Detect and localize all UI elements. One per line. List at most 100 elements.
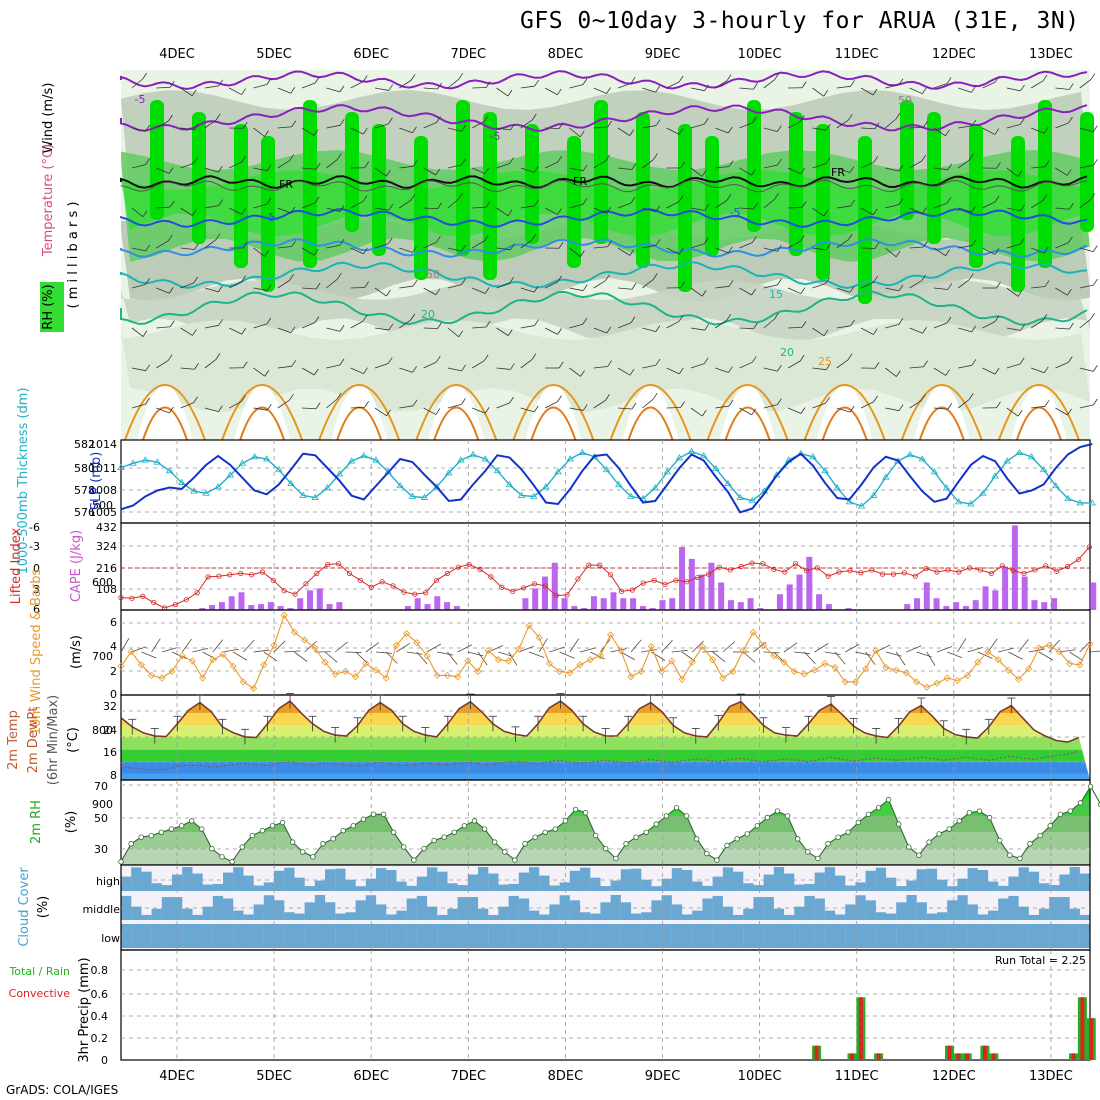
wind-barb xyxy=(180,327,193,336)
date-label: 5DEC xyxy=(256,47,292,62)
lifted-ytick: 0 xyxy=(33,562,40,575)
wind-barb-flag xyxy=(971,359,977,366)
wind-barb xyxy=(423,407,437,415)
wind-barb-flag xyxy=(680,161,685,169)
rh-point xyxy=(825,841,831,847)
wind-barb-flag xyxy=(606,207,612,214)
rh-point xyxy=(885,796,892,803)
wind-barb-flag xyxy=(947,163,953,170)
cloud-bar xyxy=(539,875,550,891)
wind-barb-10m xyxy=(426,643,442,653)
wind-barb xyxy=(836,85,851,89)
wind-barb-flag xyxy=(388,323,394,331)
wind-barb-flag xyxy=(777,398,782,405)
cloud-bar xyxy=(549,885,560,891)
thickness-point xyxy=(530,492,538,499)
wind-barb xyxy=(301,247,315,256)
wind-barb xyxy=(301,367,315,376)
wind-speed-point xyxy=(199,674,207,682)
cloud-bar xyxy=(396,910,407,920)
wind-barb-flag xyxy=(557,395,562,402)
thickness-point xyxy=(469,450,477,458)
thickness-point xyxy=(602,465,611,473)
rh-point xyxy=(805,849,811,855)
wind-barb xyxy=(885,167,900,172)
rh-point xyxy=(1077,800,1084,806)
lifted-index-point xyxy=(238,570,244,577)
wind-barb-flag xyxy=(362,127,368,135)
cloud-bar xyxy=(937,924,948,948)
cloud-bar xyxy=(529,910,540,920)
cloud-bar xyxy=(518,872,530,891)
wind-barb-flag xyxy=(557,275,563,283)
wind-barb-flag xyxy=(509,276,514,284)
wind-barb-flag xyxy=(631,402,637,410)
cloud-bar xyxy=(743,908,754,920)
cape-bar xyxy=(776,594,783,610)
wind-barb-flag xyxy=(313,129,319,136)
cloud-bar xyxy=(294,913,305,920)
cloud-bar xyxy=(161,897,173,920)
rh-spike xyxy=(636,112,650,268)
wind-barb-10m xyxy=(232,651,248,661)
rh-spike xyxy=(1080,112,1094,232)
rh-point xyxy=(209,845,215,852)
cape-ytick: 108 xyxy=(96,583,117,596)
rh-point xyxy=(1047,823,1053,829)
wind-barb xyxy=(909,160,922,169)
wind-barb-10m xyxy=(284,650,301,653)
wind-barb-flag xyxy=(266,197,272,205)
cloud-bar xyxy=(304,902,315,920)
wind-barb-flag xyxy=(1043,366,1049,374)
lifted-index-point xyxy=(564,592,570,598)
wind-barb-10m xyxy=(824,651,841,655)
wind-speed-point xyxy=(352,673,360,681)
wind-barb xyxy=(739,287,752,296)
cape-bar xyxy=(923,582,930,610)
rh-point xyxy=(562,818,569,824)
cape-bar xyxy=(1041,602,1048,610)
lifted-index-point xyxy=(640,580,646,586)
wind-barb-flag xyxy=(290,206,296,214)
temp-contour-25 xyxy=(124,384,206,441)
wind-barb-10m xyxy=(253,649,270,653)
date-label: 13DEC xyxy=(1028,47,1073,62)
slp-line xyxy=(120,443,1093,514)
wind-barb xyxy=(690,243,705,249)
thickness-point xyxy=(250,453,259,460)
wind-barb-flag xyxy=(898,78,904,86)
temp-contour-20 xyxy=(120,290,1088,326)
wind-barb xyxy=(326,159,338,169)
wind-speed-point xyxy=(913,678,921,686)
wind-barb-flag xyxy=(1093,159,1098,166)
wind-ytick: 4 xyxy=(110,640,117,653)
wind-speed-point xyxy=(882,663,890,672)
profile-label-temp: Temperature (°C) xyxy=(41,144,56,257)
wind-speed-point xyxy=(709,656,717,664)
wind-speed-point xyxy=(1086,640,1094,648)
wind-barb-flag xyxy=(631,163,637,170)
wind-speed-point xyxy=(688,658,696,666)
wind-barb xyxy=(958,207,972,213)
wind-barb-flag xyxy=(533,285,539,293)
wind-speed-point xyxy=(556,667,564,676)
wind-speed-point xyxy=(851,678,859,686)
rh-spike xyxy=(567,136,581,268)
wind-barb xyxy=(909,327,923,334)
cape-bar xyxy=(571,606,578,610)
cape-bar xyxy=(933,598,940,610)
wind-barb-flag xyxy=(605,394,610,401)
wind-barb-flag xyxy=(458,192,463,200)
cloud-bar xyxy=(304,886,315,891)
cape-bar xyxy=(953,602,960,610)
thickness-point xyxy=(833,484,841,491)
wind-barb-flag xyxy=(849,166,855,173)
cloud-bar xyxy=(386,914,397,920)
wind-barb-flag xyxy=(194,243,199,250)
cloud-bar xyxy=(610,895,621,920)
rh-point xyxy=(471,818,478,824)
thickness-label: 1000-500mb Thickness (dm) xyxy=(16,387,31,574)
rh-point xyxy=(694,836,700,842)
wind-barb-10m xyxy=(947,651,963,659)
wind-barb xyxy=(253,203,268,209)
